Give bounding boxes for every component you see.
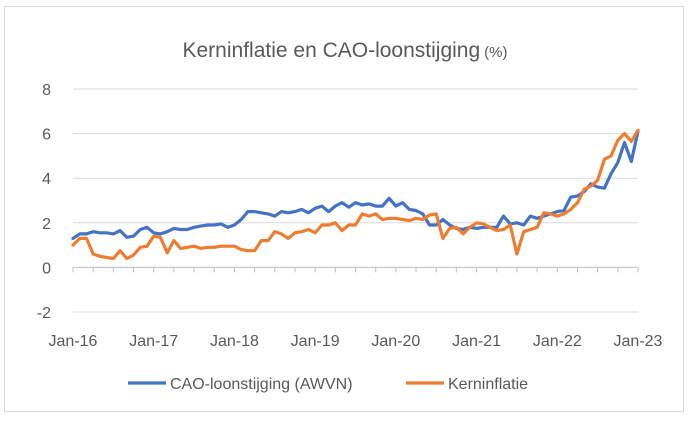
x-tick-label: Jan-21 bbox=[452, 333, 501, 350]
legend-label-kerninflatie: Kerninflatie bbox=[448, 376, 528, 393]
legend-label-cao-loonstijging: CAO-loonstijging (AWVN) bbox=[170, 376, 353, 393]
x-tick-label: Jan-18 bbox=[210, 333, 259, 350]
x-tick-label: Jan-17 bbox=[129, 333, 178, 350]
chart-title-unit: (%) bbox=[484, 44, 507, 61]
chart-title: Kerninflatie en CAO-loonstijging (%) bbox=[183, 39, 508, 62]
gridlines bbox=[73, 88, 638, 313]
x-tick-label: Jan-22 bbox=[533, 333, 582, 350]
x-tick-label: Jan-20 bbox=[371, 333, 420, 350]
y-tick-label: 2 bbox=[42, 216, 51, 233]
x-tick-label: Jan-23 bbox=[614, 333, 663, 350]
chart-frame: Kerninflatie en CAO-loonstijging (%) 8 6 4 2… bbox=[4, 6, 684, 412]
chart-title-main: Kerninflatie en CAO-loonstijging bbox=[183, 39, 481, 62]
y-axis: 8 6 4 2 0 -2 bbox=[37, 82, 51, 322]
line-chart: Kerninflatie en CAO-loonstijging (%) 8 6 4 2… bbox=[37, 39, 663, 393]
y-tick-label: 8 bbox=[42, 82, 51, 99]
x-tick-label: Jan-19 bbox=[291, 333, 340, 350]
y-tick-label: 6 bbox=[42, 127, 51, 144]
y-tick-label: -2 bbox=[37, 305, 51, 322]
legend: CAO-loonstijging (AWVN) Kerninflatie bbox=[128, 376, 528, 393]
x-axis: Jan-16 Jan-17 Jan-18 Jan-19 Jan-20 Jan-21 Jan-… bbox=[49, 266, 663, 350]
y-tick-label: 0 bbox=[42, 260, 51, 277]
y-tick-label: 4 bbox=[42, 171, 51, 188]
series-line-kerninflatie bbox=[71, 128, 640, 261]
series-lines bbox=[71, 128, 640, 261]
x-tick-label: Jan-16 bbox=[49, 333, 98, 350]
